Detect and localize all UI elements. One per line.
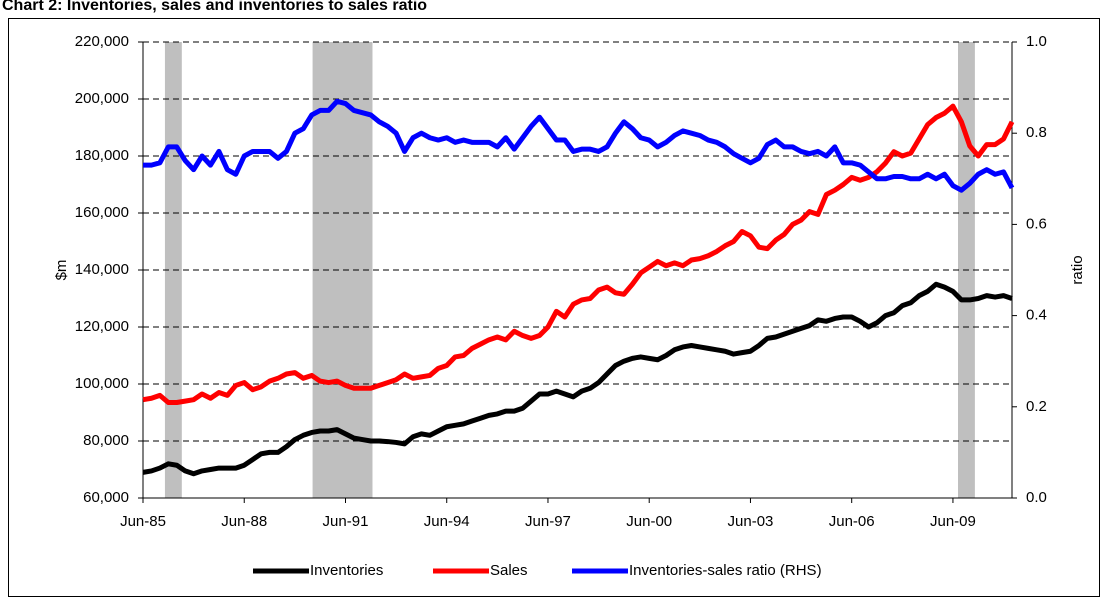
legend-label: Sales <box>490 562 528 579</box>
y2-tick-label: 0.0 <box>1026 489 1047 506</box>
y2-tick-label: 1.0 <box>1026 33 1047 50</box>
x-tick-label: Jun-06 <box>829 513 875 530</box>
x-tick-label: Jun-03 <box>728 513 774 530</box>
x-tick-label: Jun-91 <box>323 513 369 530</box>
y2-tick-label: 0.6 <box>1026 215 1047 232</box>
legend-label: Inventories-sales ratio (RHS) <box>629 562 822 579</box>
y2-tick-label: 0.4 <box>1026 307 1047 324</box>
x-tick-label: Jun-00 <box>626 513 672 530</box>
x-tick-label: Jun-09 <box>930 513 976 530</box>
y-tick-label: 60,000 <box>83 489 129 506</box>
y-tick-label: 120,000 <box>75 318 129 335</box>
y-tick-label: 100,000 <box>75 375 129 392</box>
y-tick-label: 220,000 <box>75 33 129 50</box>
y-tick-label: 80,000 <box>83 432 129 449</box>
chart-title: Chart 2: Inventories, sales and inventor… <box>2 0 427 14</box>
y2-tick-label: 0.2 <box>1026 398 1047 415</box>
x-tick-label: Jun-85 <box>120 513 166 530</box>
x-tick-label: Jun-88 <box>221 513 267 530</box>
y2-tick-label: 0.8 <box>1026 124 1047 141</box>
y2-axis-title: ratio <box>1069 255 1086 284</box>
series-line <box>142 281 1013 477</box>
x-tick-label: Jun-94 <box>424 513 470 530</box>
x-tick-label: Jun-97 <box>525 513 571 530</box>
y-tick-label: 140,000 <box>75 261 129 278</box>
y-tick-label: 200,000 <box>75 90 129 107</box>
series-line <box>142 103 1015 406</box>
shaded-period <box>312 42 373 498</box>
y-tick-label: 160,000 <box>75 204 129 221</box>
legend-label: Inventories <box>310 562 383 579</box>
series-line <box>143 98 1015 193</box>
y-axis-title: $m <box>53 260 70 281</box>
y-tick-label: 180,000 <box>75 147 129 164</box>
